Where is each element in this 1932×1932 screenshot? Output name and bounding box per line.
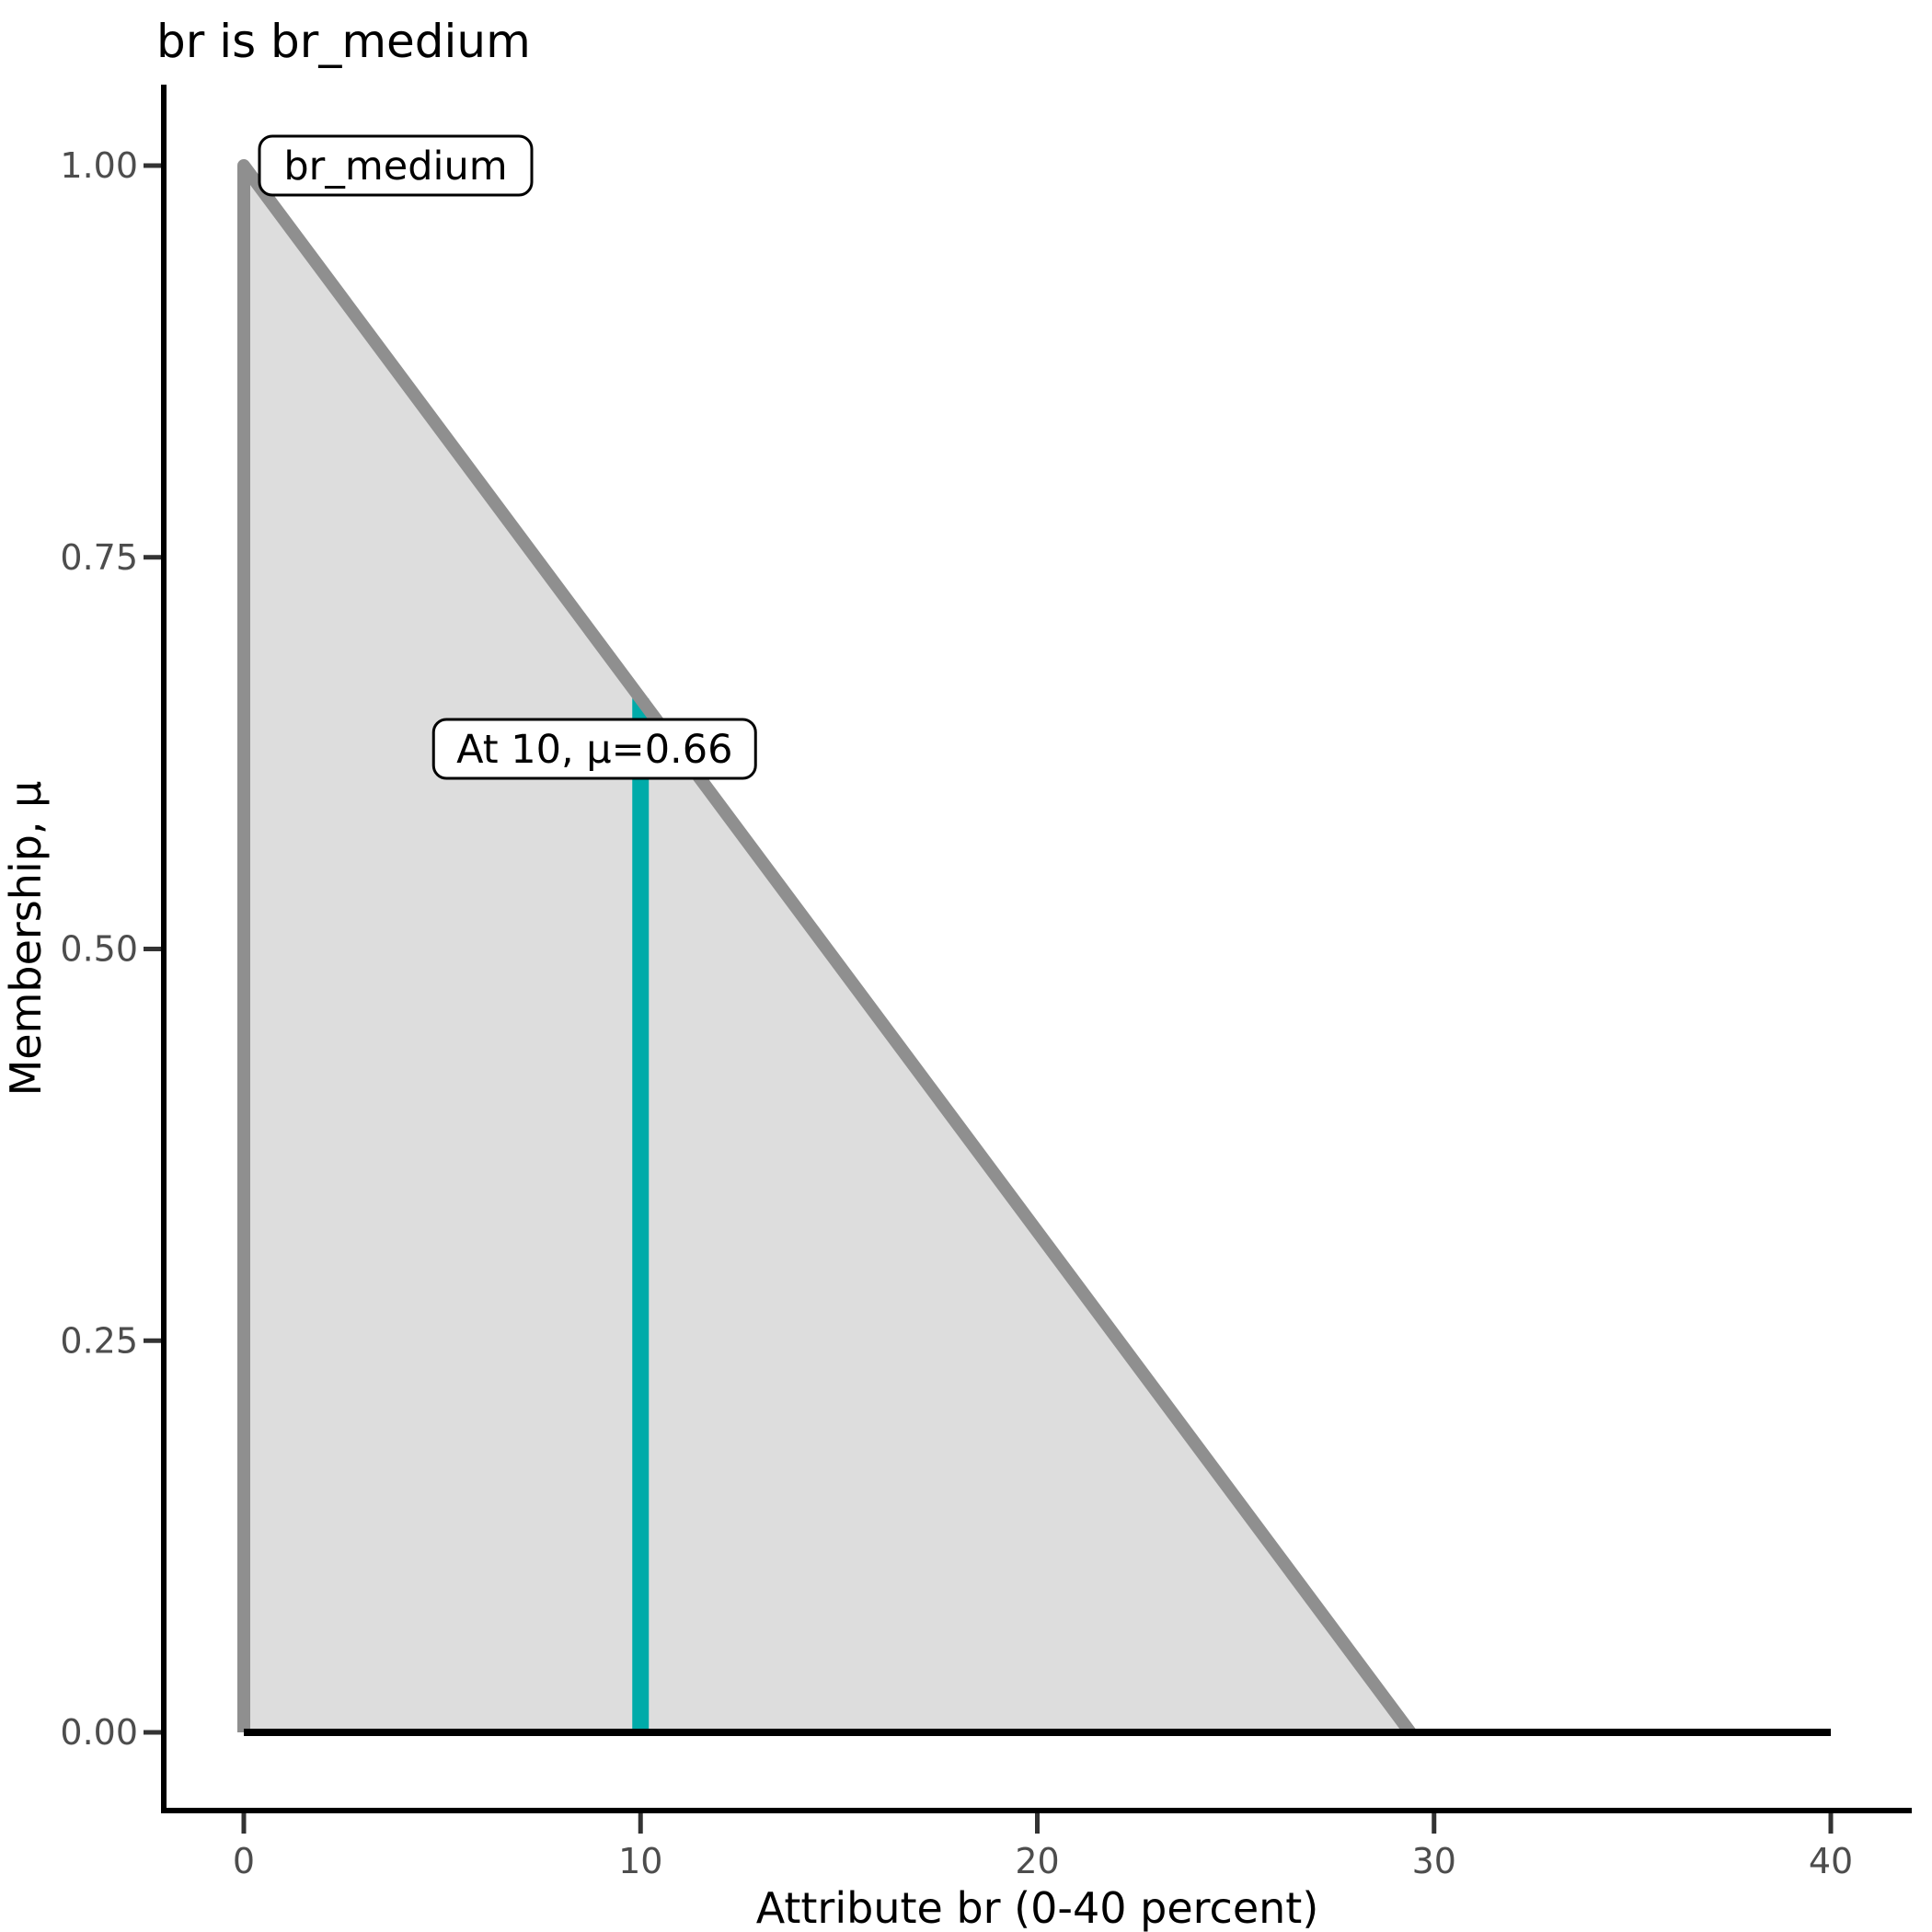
y-axis-ticks: 0.00 0.25 0.50 0.75 1.00 [60,145,161,1753]
x-tick-label: 20 [1015,1841,1059,1881]
marker-label: At 10, μ=0.66 [431,718,757,780]
y-tick-label: 0.25 [60,1320,138,1361]
y-tick-label: 1.00 [60,145,138,186]
x-tick-label: 40 [1809,1841,1853,1881]
set-label-text: br_medium [283,144,507,190]
marker-label-text: At 10, μ=0.66 [456,727,732,773]
set-label: br_medium [258,134,534,197]
y-tick-label: 0.75 [60,537,138,578]
membership-outline [237,159,1416,1737]
x-tick-label: 30 [1412,1841,1456,1881]
x-axis-title: Attribute br (0-40 percent) [756,1883,1319,1932]
x-tick-label: 0 [233,1841,255,1881]
y-tick-label: 0.00 [60,1712,138,1753]
marker-label-box [431,718,757,780]
y-axis-title: Membership, μ [1,781,51,1097]
y-tick-label: 0.50 [60,929,138,970]
x-axis-ticks: 0 10 20 30 40 [233,1813,1853,1881]
plot-title: br is br_medium [156,15,531,68]
set-label-box [258,134,534,197]
x-tick-label: 10 [618,1841,662,1881]
